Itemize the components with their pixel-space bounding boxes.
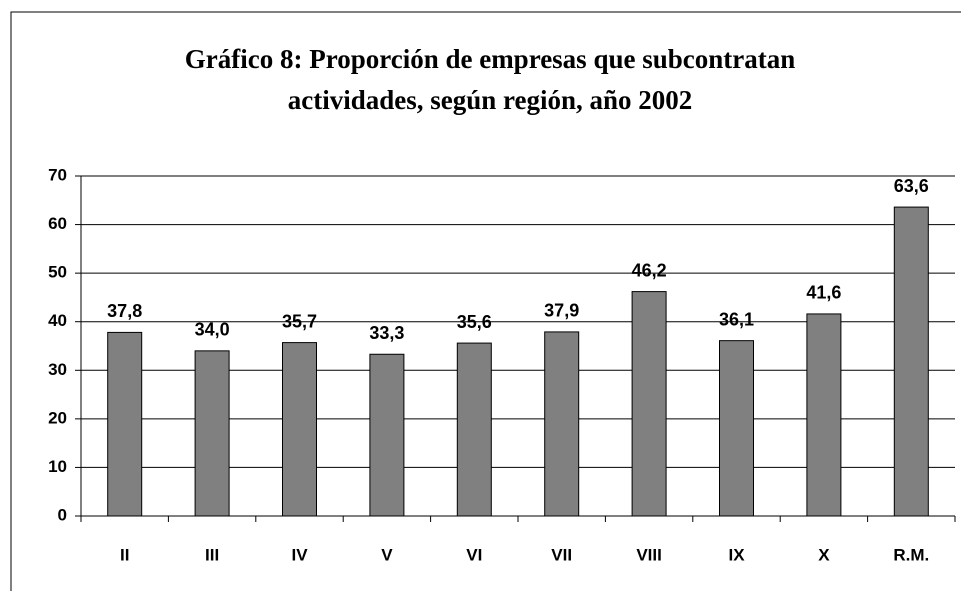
y-tick-label: 40 (48, 311, 67, 330)
bar (893, 206, 929, 517)
x-tick-label: X (818, 545, 830, 564)
y-tick-label: 60 (48, 214, 67, 233)
bar (194, 350, 230, 517)
chart-title: actividades, según región, año 2002 (288, 85, 693, 115)
y-tick-label: 0 (58, 505, 67, 524)
bar (282, 342, 317, 517)
value-label: 35,6 (457, 312, 492, 332)
y-tick-label: 10 (48, 457, 67, 476)
x-tick-label: II (120, 545, 129, 564)
bar (369, 353, 405, 517)
x-tick-label: IV (291, 545, 308, 564)
value-label: 46,2 (632, 260, 667, 280)
value-label: 36,1 (719, 309, 754, 329)
x-tick-label: V (381, 545, 393, 564)
x-tick-label: R.M. (893, 545, 929, 564)
bar (544, 331, 580, 517)
bar (806, 313, 842, 517)
x-tick-label: III (205, 545, 219, 564)
x-tick-label: VIII (636, 545, 662, 564)
chart-title: Gráfico 8: Proporción de empresas que su… (185, 44, 795, 74)
y-tick-label: 20 (48, 408, 67, 427)
value-label: 41,6 (806, 283, 841, 303)
x-tick-label: VI (466, 545, 482, 564)
value-label: 37,9 (544, 301, 579, 321)
bar (456, 342, 492, 517)
value-label: 63,6 (894, 176, 929, 196)
value-label: 37,8 (107, 301, 142, 321)
x-tick-label: VII (551, 545, 572, 564)
value-label: 34,0 (195, 320, 230, 340)
y-tick-label: 50 (48, 263, 67, 282)
y-tick-label: 70 (48, 165, 67, 184)
y-tick-label: 30 (48, 360, 67, 379)
chart-border (10, 11, 961, 591)
value-label: 33,3 (369, 323, 404, 343)
bar (107, 331, 143, 517)
bar (719, 340, 754, 517)
x-tick-label: IX (728, 545, 745, 564)
value-label: 35,7 (282, 311, 317, 331)
bar (631, 291, 667, 517)
